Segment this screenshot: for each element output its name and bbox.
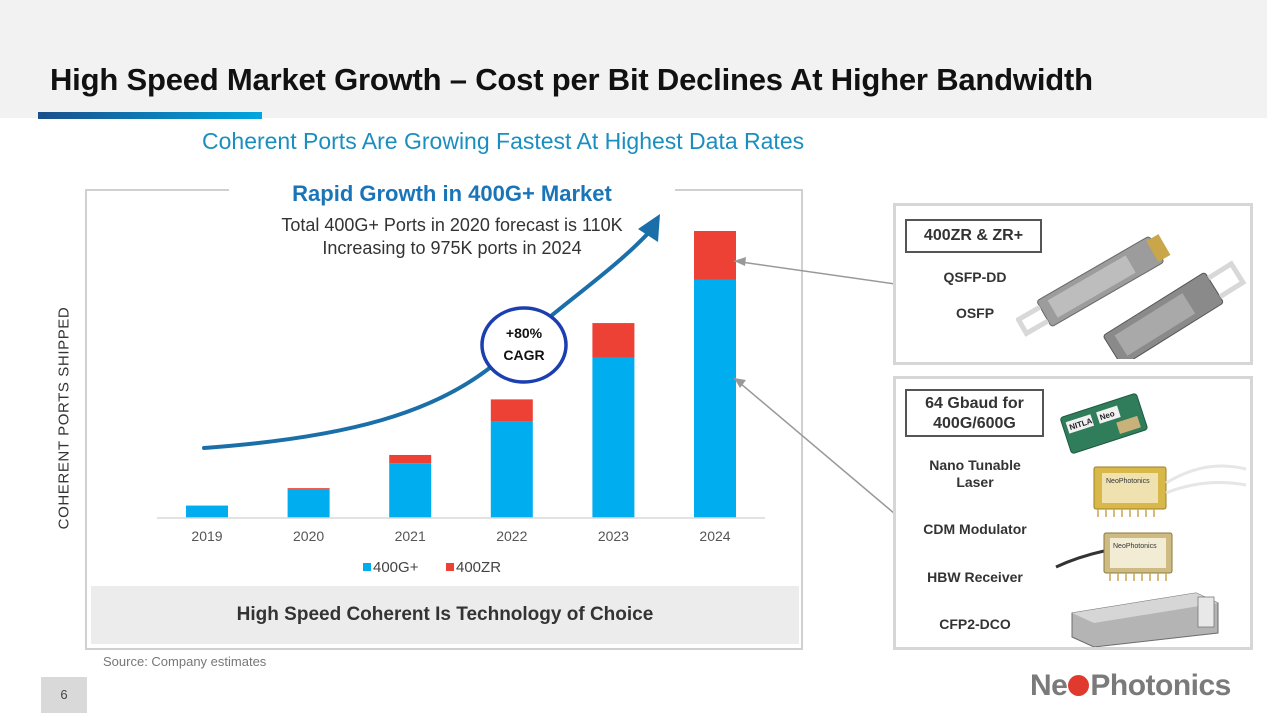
bar-400zr-2022 [490,399,533,422]
bar-400g-2019 [186,505,228,518]
bar-400zr-2023 [592,323,635,358]
receiver-brand-text: NeoPhotonics [1113,543,1157,550]
bars-layer [186,231,736,518]
connector-arrow-top [734,257,746,266]
bar-400g-2023 [592,357,635,518]
connector-line-top [733,260,896,285]
slide-subtitle: Coherent Ports Are Growing Fastest At Hi… [202,128,805,154]
source-note: Source: Company estimates [103,654,267,669]
x-tick-label-2021: 2021 [395,528,426,544]
cfp2-dco-module-icon [1071,592,1219,647]
bar-400g-2020 [287,489,330,518]
label-hbw-receiver: HBW Receiver [927,569,1023,585]
bar-400g-2021 [389,463,432,518]
title-accent-bar [38,112,262,119]
bar-400zr-2024 [694,231,736,280]
modulator-brand-text: NeoPhotonics [1106,478,1150,485]
x-tick-label-2024: 2024 [699,528,730,544]
slide-title: High Speed Market Growth – Cost per Bit … [50,62,1093,97]
hbw-receiver-icon: NeoPhotonics [1055,532,1173,581]
legend-label-400g: 400G+ [373,559,419,576]
page-number: 6 [41,677,87,713]
laser-brand-text-2: Neo [1099,409,1116,422]
cagr-value: +80% [506,325,543,341]
neophotonics-logo: Ne Photonics [1030,669,1231,703]
chart-note: Total 400G+ Ports in 2020 forecast is 11… [281,215,623,258]
label-cfp2-dco: CFP2-DCO [939,616,1011,632]
bar-400g-2022 [490,421,533,518]
connector-arrow-bottom [734,378,746,388]
x-tick-label-2022: 2022 [496,528,527,544]
logo-text-pre: Ne [1030,669,1068,702]
chart-footer: High Speed Coherent Is Technology of Cho… [91,586,799,644]
chart-heading: Rapid Growth in 400G+ Market [229,178,675,210]
tag-64gbaud-line2: 400G/600G [933,415,1016,432]
bar-400g-2024 [694,279,736,518]
label-cdm-modulator: CDM Modulator [923,521,1027,537]
component-images: NITLA Neo NeoPhotonics NeoPhotonics [1055,393,1247,647]
transceiver-modules-image [1016,234,1247,359]
x-tick-label-2020: 2020 [293,528,324,544]
x-tick-label-2023: 2023 [598,528,629,544]
growth-arrow [202,226,655,450]
logo-text-post: Photonics [1090,669,1231,702]
label-nano-tunable-laser: Nano Tunable Laser [929,457,1021,490]
logo-dot-icon [1068,675,1090,696]
cagr-ellipse [480,306,568,384]
tag-400zr: 400ZR & ZR+ [905,219,1042,253]
tag-64gbaud: 64 Gbaud for 400G/600G [905,389,1044,437]
legend-label-400zr: 400ZR [456,559,501,576]
x-tick-label-2019: 2019 [191,528,222,544]
nano-tunable-laser-icon: NITLA Neo [1060,393,1148,454]
bar-400zr-2021 [389,454,432,464]
osfp-module-icon [1103,260,1247,359]
x-tick-labels: 2019 2020 2021 2022 2023 2024 [191,528,730,544]
title-band [0,0,1267,118]
label-osfp: OSFP [955,305,995,321]
panel-64gbaud: 64 Gbaud for 400G/600G Nano Tunable Lase… [893,376,1253,650]
cdm-modulator-icon: NeoPhotonics [1093,464,1247,517]
label-qsfp-dd: QSFP-DD [943,269,1007,285]
tag-64gbaud-line1: 64 Gbaud for [925,395,1024,412]
qsfp-dd-module-icon [1016,234,1171,337]
panel-400zr: 400ZR & ZR+ QSFP-DD OSFP [893,203,1253,365]
connector-line-bottom [733,377,896,515]
cagr-label: CAGR [503,347,544,363]
growth-arrow-head [638,214,660,242]
bar-400zr-2020 [287,488,330,490]
legend-swatch-400zr [446,563,454,571]
legend-swatch-400g [363,563,371,571]
